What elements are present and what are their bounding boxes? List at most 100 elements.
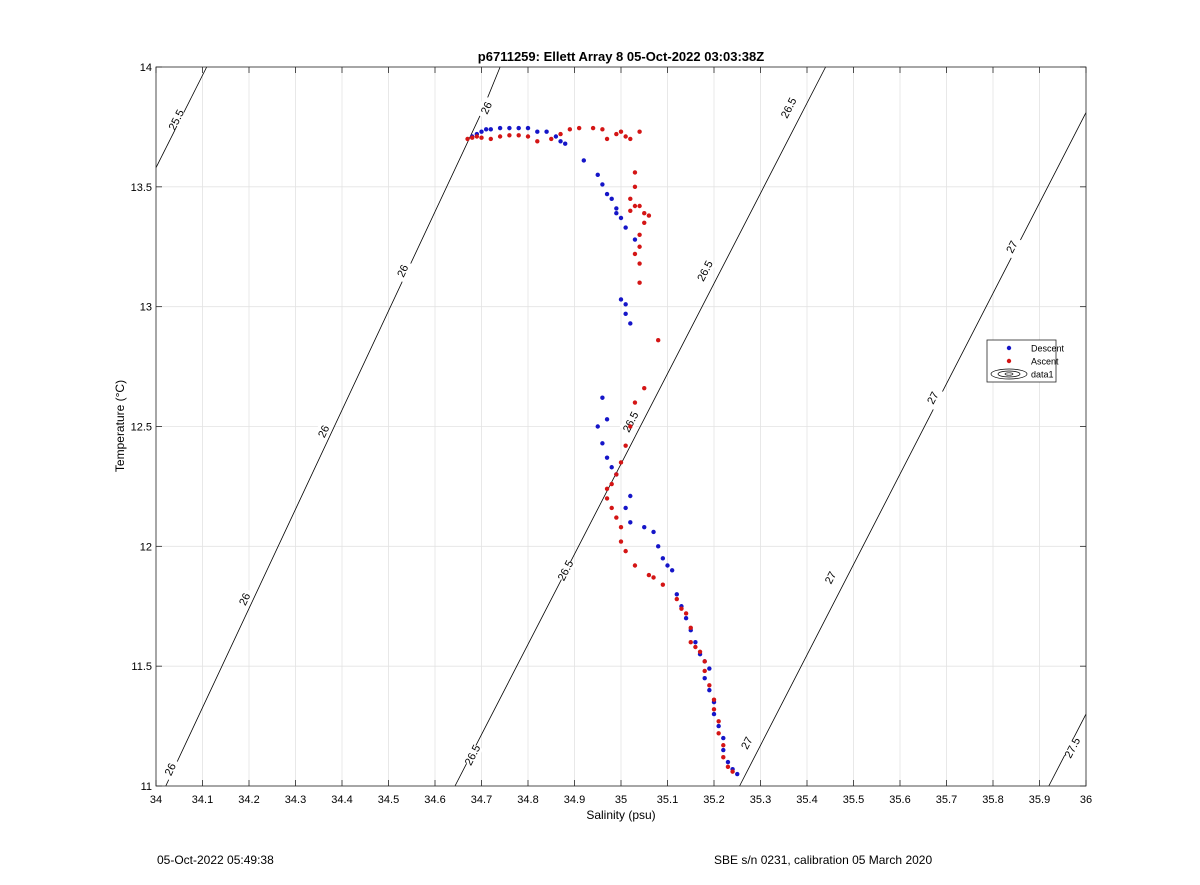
descent-point: [544, 129, 549, 134]
descent-point: [507, 125, 512, 131]
tick-layer: 34 34.1 34.2 34.3 34.4 34.5 34.6 34.7 34.8 34.9 35…: [131, 62, 1093, 806]
isopycnal-line: [454, 66, 826, 787]
descent-point: [632, 237, 638, 242]
isopycnal-label: 27.5: [1063, 736, 1084, 761]
ts-diagram: 25.5262626262626.526.526.526.526.5272727…: [113, 49, 1093, 822]
descent-point: [628, 493, 633, 499]
x-axis-label: Salinity (psu): [586, 808, 655, 822]
descent-point: [674, 592, 679, 597]
x-tick-label: 35.2: [703, 794, 724, 806]
legend-data1-label: data1: [1031, 370, 1054, 380]
x-tick-label: 36: [1080, 794, 1092, 806]
ascent-point: [688, 640, 693, 645]
ascent-point: [642, 385, 647, 391]
ascent-point: [707, 683, 712, 688]
ascent-point: [535, 139, 540, 144]
ascent-point: [646, 213, 652, 218]
legend-contour-swatch: [990, 368, 1028, 380]
isopycnal-label-bg: [1000, 234, 1023, 259]
descent-point: [721, 735, 726, 741]
descent-point: [604, 455, 610, 460]
ascent-point: [730, 769, 735, 774]
legend-descent-marker: [1006, 345, 1012, 351]
ascent-point: [637, 203, 642, 209]
legend-ascent-label: Ascent: [1031, 357, 1059, 367]
isopycnal-label-bg: [233, 587, 255, 612]
descent-point: [683, 616, 689, 621]
y-tick-label: 11: [141, 781, 152, 793]
ascent-point: [609, 505, 614, 511]
ascent-point: [697, 649, 703, 654]
ascent-point: [628, 424, 633, 429]
descent-point: [693, 640, 698, 645]
ascent-point: [628, 136, 633, 142]
isopycnal-line: [739, 112, 1087, 787]
isopycnal-label-bg: [159, 757, 181, 782]
descent-point: [660, 556, 666, 561]
ascent-point: [637, 261, 642, 266]
data-points: [465, 125, 740, 777]
ascent-point: [604, 496, 610, 501]
ascent-point: [618, 524, 624, 530]
ascent-point: [721, 755, 726, 760]
x-tick-label: 34.5: [378, 794, 399, 806]
ascent-point: [711, 707, 717, 712]
descent-point: [707, 687, 712, 693]
isopycnal-label-bg: [735, 730, 758, 755]
descent-point: [623, 225, 628, 230]
x-tick-label: 35.7: [936, 794, 957, 806]
isopycnal-label: 26.5: [695, 259, 715, 284]
ascent-point: [721, 743, 726, 748]
x-tick-label: 34.1: [192, 794, 213, 806]
x-tick-label: 35.6: [889, 794, 910, 806]
ascent-point: [632, 170, 638, 175]
ascent-point: [623, 548, 628, 554]
y-tick-label: 14: [140, 62, 152, 74]
descent-point: [609, 465, 614, 470]
isopycnal-label-bg: [461, 742, 484, 767]
ascent-point: [716, 719, 721, 724]
ascent-point: [618, 539, 624, 544]
x-tick-label: 34.3: [285, 794, 306, 806]
ascent-point: [628, 208, 633, 213]
ascent-point: [604, 486, 610, 492]
descent-point: [642, 524, 647, 530]
ascent-point: [567, 127, 573, 132]
descent-point: [516, 125, 521, 131]
descent-point: [614, 206, 619, 211]
ascent-point: [679, 606, 684, 611]
descent-point: [665, 563, 670, 568]
isopycnal-label: 27: [823, 570, 839, 586]
descent-point: [623, 311, 628, 317]
isopycnal-label-bg: [165, 107, 187, 132]
isopycnal-label: 26.5: [463, 743, 483, 768]
ascent-point: [716, 731, 721, 736]
ascent-point: [702, 659, 707, 664]
ascent-point: [637, 129, 642, 134]
descent-point: [595, 172, 600, 178]
legend: Descent Ascent data1: [986, 339, 1065, 383]
ascent-point: [618, 460, 624, 465]
ascent-point: [618, 129, 624, 134]
ascent-point: [642, 210, 647, 216]
ascent-point: [614, 472, 619, 477]
ascent-point: [465, 136, 470, 142]
isopycnal-label-bg: [921, 385, 944, 410]
ascent-point: [623, 443, 628, 448]
descent-point: [600, 182, 605, 187]
x-tick-label: 35: [615, 794, 627, 806]
descent-point: [618, 215, 624, 221]
descent-point: [623, 505, 628, 511]
ascent-point: [507, 133, 512, 138]
ascent-point: [614, 515, 619, 520]
x-tick-label: 34.4: [331, 794, 352, 806]
x-tick-label: 35.1: [657, 794, 678, 806]
ascent-point: [637, 244, 642, 249]
ascent-point: [497, 134, 503, 139]
descent-point: [669, 568, 675, 573]
ascent-point: [656, 338, 661, 343]
descent-point: [656, 544, 661, 549]
descent-point: [609, 196, 614, 202]
ascent-point: [725, 764, 731, 770]
ascent-point: [614, 131, 619, 137]
